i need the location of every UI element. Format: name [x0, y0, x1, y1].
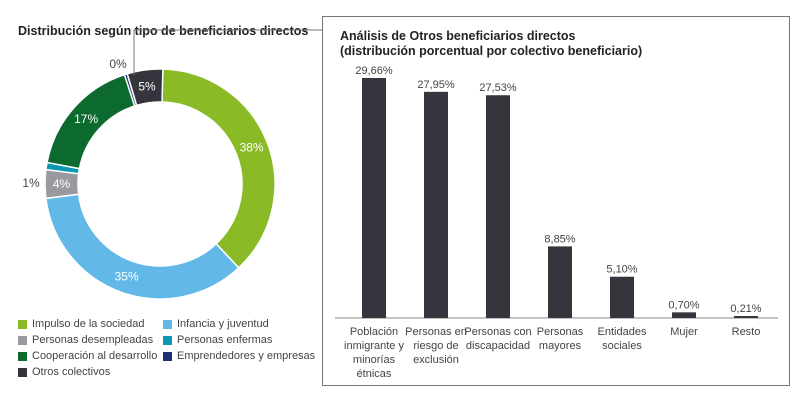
category-label: Resto — [731, 326, 761, 338]
legend-swatch — [163, 335, 172, 345]
legend-swatch — [18, 367, 27, 377]
donut-label: 17% — [74, 112, 98, 126]
donut-label: 4% — [53, 177, 71, 191]
legend-swatch — [18, 319, 27, 329]
legend-swatch — [163, 351, 172, 361]
donut-slice — [45, 193, 240, 300]
bar-value-label: 0,21% — [730, 303, 761, 315]
category-label: Personas en riesgo de exclusión — [405, 326, 467, 366]
bar-chart-title: Análisis de Otros beneficiarios directos… — [340, 29, 642, 59]
bar-value-label: 0,70% — [668, 299, 699, 311]
legend-item: Personas enfermas — [163, 334, 323, 346]
legend-swatch — [18, 351, 27, 361]
bar-value-label: 5,10% — [606, 264, 637, 276]
bar — [672, 312, 696, 318]
bar-value-label: 8,85% — [544, 233, 575, 245]
donut-label: 35% — [115, 270, 139, 284]
legend-item: Impulso de la sociedad — [18, 318, 163, 330]
bar-value-label: 27,53% — [479, 82, 517, 94]
legend-item: Infancia y juventud — [163, 318, 323, 330]
legend-label: Cooperación al desarrollo — [32, 350, 158, 362]
legend-label: Personas enfermas — [177, 334, 273, 346]
legend-item: Emprendedores y empresas — [163, 350, 323, 362]
category-label: Personas mayores — [536, 326, 584, 352]
bar-title: Análisis de Otros beneficiarios directos — [340, 29, 576, 43]
category-label: Población inmigrante y minorías étnicas — [344, 326, 404, 380]
legend-label: Personas desempleadas — [32, 334, 154, 346]
legend-label: Emprendedores y empresas — [177, 350, 316, 362]
legend-swatch — [163, 319, 172, 329]
category-label: Personas con discapacidad — [464, 326, 532, 352]
donut-chart: 38% 35% 4% 1% 17% 0% 5% — [22, 57, 276, 300]
donut-label: 0% — [109, 57, 127, 71]
donut-slice — [159, 68, 276, 269]
legend-label: Otros colectivos — [32, 366, 111, 378]
category-label: Entidades sociales — [597, 326, 647, 352]
bar — [486, 95, 510, 318]
bar-value-label: 27,95% — [417, 79, 455, 91]
bar-subtitle: (distribución porcentual por colectivo b… — [340, 44, 643, 58]
bar — [424, 91, 448, 318]
bar — [734, 316, 758, 318]
bar — [362, 78, 386, 318]
bar-chart-panel — [322, 16, 790, 386]
category-label: Mujer — [670, 326, 698, 338]
legend-swatch — [18, 335, 27, 345]
donut-label: 1% — [22, 176, 40, 190]
legend-label: Infancia y juventud — [177, 318, 269, 330]
legend: Impulso de la sociedad Infancia y juventu… — [18, 318, 328, 378]
legend-item: Otros colectivos — [18, 366, 163, 378]
donut-label: 5% — [138, 79, 156, 93]
bar — [610, 276, 634, 318]
bar-value-label: 29,66% — [355, 65, 393, 77]
donut-label: 38% — [240, 141, 264, 155]
legend-item: Personas desempleadas — [18, 334, 163, 346]
legend-label: Impulso de la sociedad — [32, 318, 145, 330]
bar — [548, 246, 572, 318]
legend-item: Cooperación al desarrollo — [18, 350, 163, 362]
